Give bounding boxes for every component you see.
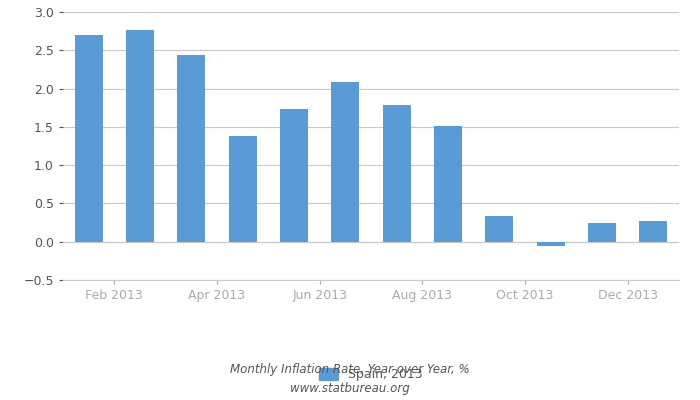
Bar [536, 242, 565, 246]
Bar [434, 126, 462, 242]
Bar [485, 216, 513, 242]
Legend: Spain, 2013: Spain, 2013 [314, 363, 428, 386]
Bar [126, 30, 154, 242]
Text: www.statbureau.org: www.statbureau.org [290, 382, 410, 395]
Bar [228, 136, 257, 242]
Text: Monthly Inflation Rate, Year over Year, %: Monthly Inflation Rate, Year over Year, … [230, 364, 470, 376]
Bar [382, 106, 411, 242]
Bar [74, 35, 103, 242]
Bar [331, 82, 360, 242]
Bar [177, 55, 206, 242]
Bar [280, 109, 308, 242]
Bar [639, 221, 667, 242]
Bar [588, 222, 616, 242]
